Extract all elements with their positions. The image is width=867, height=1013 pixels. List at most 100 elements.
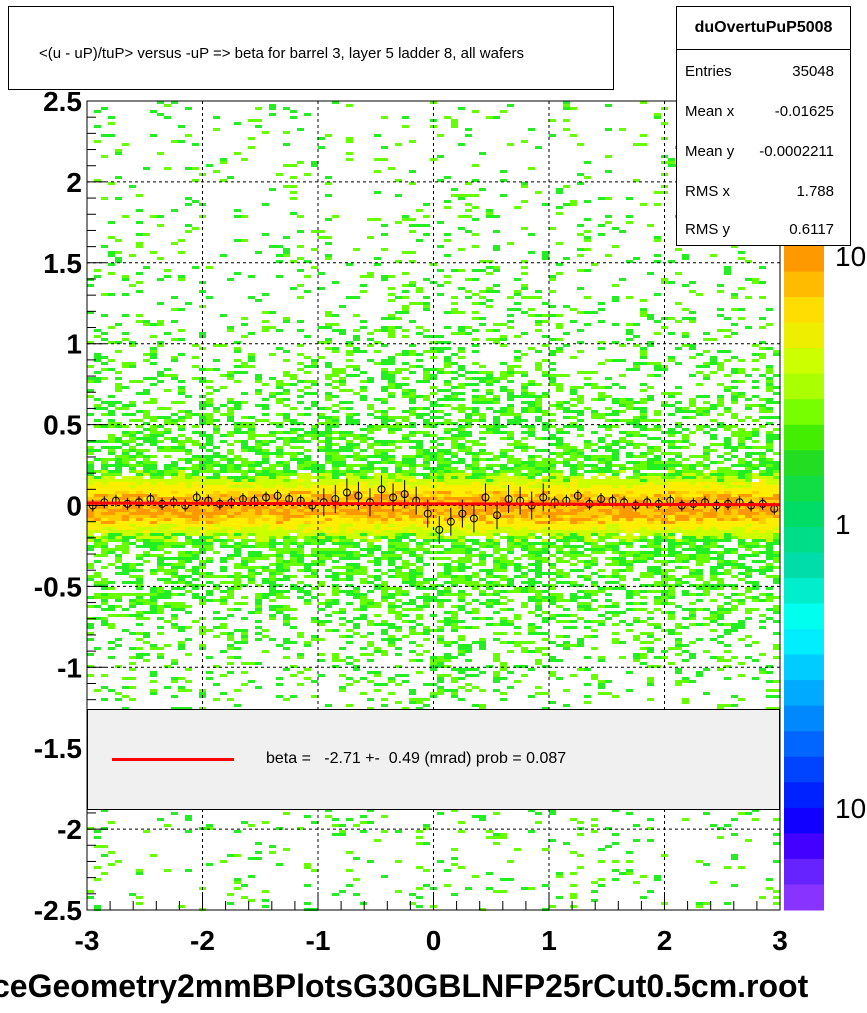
heatmap-cell — [185, 473, 192, 476]
heatmap-cell — [185, 440, 192, 443]
heatmap-cell — [465, 203, 472, 206]
heatmap-cell — [143, 266, 150, 269]
heatmap-cell — [234, 485, 241, 488]
heatmap-cell — [164, 572, 171, 575]
heatmap-cell — [227, 545, 234, 548]
heatmap-cell — [423, 422, 430, 425]
heatmap-cell — [388, 557, 395, 560]
heatmap-cell — [416, 617, 423, 620]
heatmap-cell — [276, 578, 283, 581]
heatmap-cell — [444, 341, 451, 344]
heatmap-cell — [472, 179, 479, 182]
heatmap-cell — [402, 578, 409, 581]
heatmap-cell — [542, 428, 549, 431]
heatmap-cell — [339, 371, 346, 374]
heatmap-cell — [472, 398, 479, 401]
heatmap-cell — [472, 440, 479, 443]
heatmap-cell — [220, 512, 227, 515]
heatmap-cell — [521, 533, 528, 536]
heatmap-cell — [136, 233, 143, 236]
heatmap-cell — [325, 602, 332, 605]
heatmap-cell — [164, 419, 171, 422]
heatmap-cell — [311, 569, 318, 572]
heatmap-cell — [402, 272, 409, 275]
heatmap-cell — [458, 410, 465, 413]
heatmap-cell — [353, 476, 360, 479]
heatmap-cell — [472, 419, 479, 422]
heatmap-cell — [402, 680, 409, 683]
heatmap-cell — [486, 392, 493, 395]
heatmap-cell — [283, 107, 290, 110]
heatmap-cell — [353, 500, 360, 503]
heatmap-cell — [451, 848, 458, 851]
heatmap-cell — [521, 641, 528, 644]
heatmap-cell — [332, 431, 339, 434]
heatmap-cell — [423, 476, 430, 479]
heatmap-cell — [514, 422, 521, 425]
heatmap-cell — [416, 887, 423, 890]
heatmap-cell — [458, 518, 465, 521]
heatmap-cell — [409, 659, 416, 662]
heatmap-cell — [234, 515, 241, 518]
heatmap-cell — [185, 167, 192, 170]
heatmap-cell — [542, 521, 549, 524]
heatmap-cell — [402, 521, 409, 524]
heatmap-cell — [276, 392, 283, 395]
heatmap-cell — [493, 548, 500, 551]
heatmap-cell — [444, 500, 451, 503]
heatmap-cell — [318, 488, 325, 491]
heatmap-cell — [311, 434, 318, 437]
heatmap-cell — [318, 542, 325, 545]
heatmap-cell — [521, 575, 528, 578]
heatmap-cell — [283, 431, 290, 434]
heatmap-cell — [206, 380, 213, 383]
heatmap-cell — [451, 857, 458, 860]
heatmap-cell — [241, 215, 248, 218]
heatmap-cell — [458, 332, 465, 335]
heatmap-cell — [465, 530, 472, 533]
heatmap-cell — [101, 545, 108, 548]
heatmap-cell — [374, 350, 381, 353]
heatmap-cell — [381, 443, 388, 446]
heatmap-cell — [500, 389, 507, 392]
heatmap-cell — [87, 575, 94, 578]
heatmap-cell — [129, 284, 136, 287]
heatmap-cell — [115, 593, 122, 596]
heatmap-cell — [171, 614, 178, 617]
heatmap-cell — [367, 671, 374, 674]
heatmap-cell — [493, 248, 500, 251]
heatmap-cell — [304, 527, 311, 530]
heatmap-cell — [409, 518, 416, 521]
heatmap-cell — [521, 425, 528, 428]
heatmap-cell — [465, 134, 472, 137]
heatmap-cell — [297, 458, 304, 461]
heatmap-cell — [185, 605, 192, 608]
heatmap-cell — [465, 479, 472, 482]
heatmap-cell — [248, 680, 255, 683]
heatmap-cell — [395, 482, 402, 485]
heatmap-cell — [101, 578, 108, 581]
heatmap-cell — [360, 554, 367, 557]
heatmap-cell — [297, 587, 304, 590]
heatmap-cell — [451, 194, 458, 197]
heatmap-cell — [493, 584, 500, 587]
heatmap-cell — [234, 587, 241, 590]
heatmap-cell — [206, 530, 213, 533]
heatmap-cell — [304, 440, 311, 443]
heatmap-cell — [129, 413, 136, 416]
heatmap-cell — [514, 473, 521, 476]
heatmap-cell — [255, 464, 262, 467]
heatmap-cell — [507, 458, 514, 461]
heatmap-cell — [472, 686, 479, 689]
heatmap-cell — [122, 629, 129, 632]
heatmap-cell — [213, 452, 220, 455]
heatmap-cell — [164, 596, 171, 599]
heatmap-cell — [101, 602, 108, 605]
heatmap-cell — [458, 557, 465, 560]
heatmap-cell — [535, 590, 542, 593]
heatmap-cell — [143, 410, 150, 413]
heatmap-cell — [185, 467, 192, 470]
heatmap-cell — [465, 554, 472, 557]
heatmap-cell — [143, 455, 150, 458]
heatmap-cell — [535, 368, 542, 371]
